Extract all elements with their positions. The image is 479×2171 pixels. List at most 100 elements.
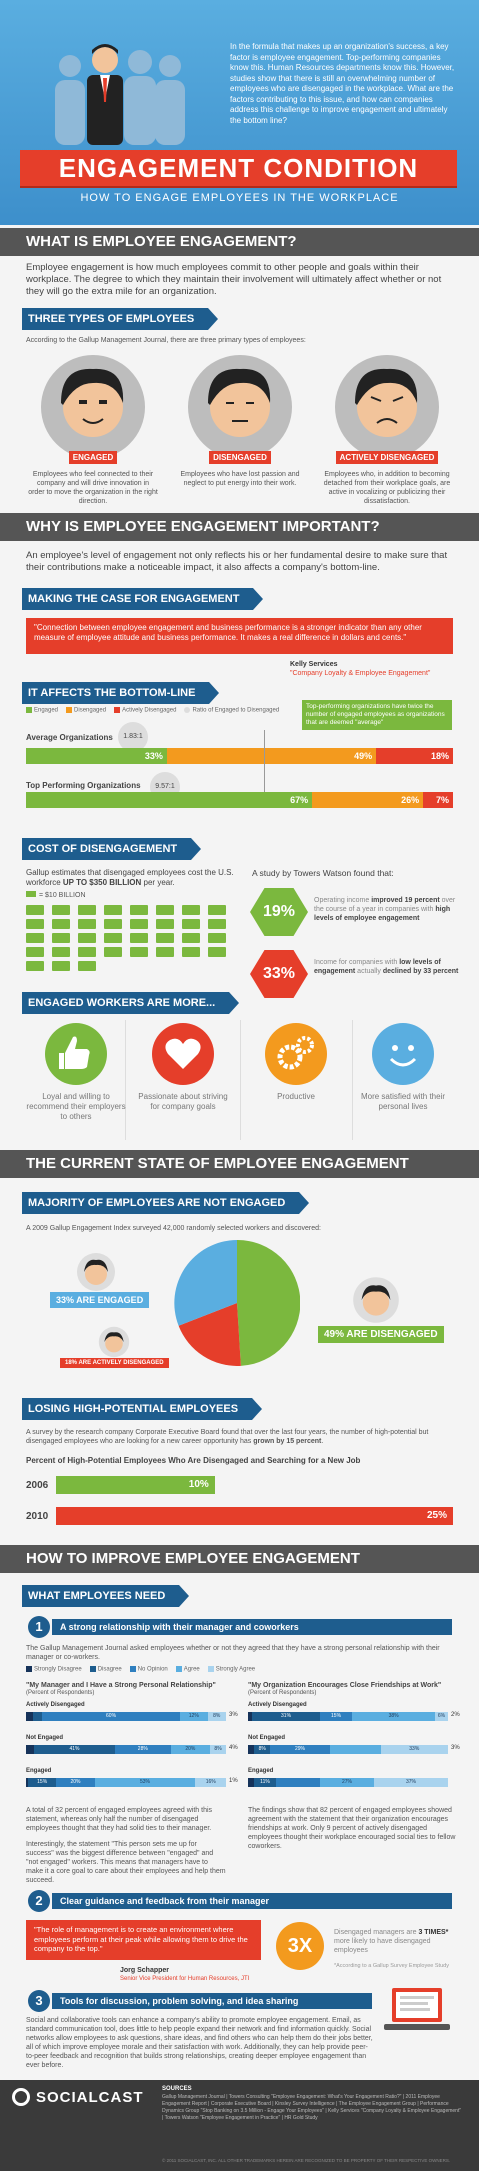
sources-title: SOURCES (162, 2086, 192, 2092)
money-icon (52, 947, 70, 957)
item3-body: Social and collaborative tools can enhan… (26, 2017, 373, 2069)
item2-number: 2 (28, 1890, 50, 1912)
money-icon (26, 933, 44, 943)
item1-number: 1 (28, 1616, 50, 1638)
stat-19-text: Operating income improved 19 percent ove… (314, 897, 456, 922)
divider (125, 1020, 126, 1140)
page-title: ENGAGEMENT CONDITION (20, 150, 457, 186)
money-icon (78, 933, 96, 943)
bar-disengaged: 49% (166, 748, 377, 764)
case-quote: "Connection between employee engagement … (34, 623, 422, 642)
money-icon (208, 947, 226, 957)
actively-disengaged-person-icon (98, 1326, 130, 1358)
stacked-segment: 60% (42, 1712, 180, 1721)
money-icon (26, 919, 44, 929)
why-body: An employee's level of engagement not on… (26, 550, 448, 573)
type-desc: Employees who, in addition to becoming d… (323, 471, 451, 505)
type-desc: Employees who feel connected to their co… (28, 471, 158, 505)
stacked-segment: 28% (115, 1745, 171, 1754)
people-silhouettes-icon (55, 44, 185, 145)
stacked-bar: 8% 29% 33% (248, 1745, 448, 1754)
stacked-segment: 41% (33, 1745, 116, 1754)
stacked-segment: 20% (170, 1745, 211, 1754)
need-heading: WHAT EMPLOYEES NEED (22, 1585, 190, 1607)
legend-agree: Agree (175, 1666, 200, 1673)
stacked-segment: 15% (27, 1778, 57, 1787)
bar-engaged: 33% (26, 748, 167, 764)
stacked-segment: 11% (254, 1778, 276, 1787)
stacked-segment: 33% (380, 1745, 448, 1754)
avg-ratio-bubble: 1.83:1 (118, 722, 148, 752)
page-subtitle: HOW TO ENGAGE EMPLOYEES IN THE WORKPLACE (80, 192, 399, 204)
stacked-segment (248, 1712, 253, 1721)
what-body: Employee engagement is how much employee… (26, 262, 442, 297)
actively-disengaged-face-icon (335, 355, 439, 459)
case-author: Kelly Services (290, 661, 338, 668)
money-icon (182, 905, 200, 915)
intro-text: In the formula that makes up an organiza… (230, 42, 455, 125)
type-actively-disengaged: ACTIVELY DISENGAGED Employees who, in ad… (322, 355, 452, 506)
stacked-bar: 31% 15% 38% 6% (248, 1712, 448, 1721)
cost-heading: COST OF DISENGAGEMENT (22, 838, 202, 860)
left-chart-sub: (Percent of Respondents) (26, 1690, 95, 1696)
stacked-segment: 6% (434, 1712, 448, 1721)
money-icon (208, 905, 226, 915)
money-icon (182, 947, 200, 957)
year-2006: 2006 (26, 1480, 49, 1491)
money-icon (130, 933, 148, 943)
stack-side-label: 1% (229, 1778, 238, 1784)
bottom-line-legend: Engaged Disengaged Actively Disengaged R… (26, 707, 279, 714)
case-heading: MAKING THE CASE FOR ENGAGEMENT (22, 588, 264, 610)
footer: SOCIALCAST SOURCES Gallup Management Jou… (0, 2080, 479, 2171)
stat-33-hex: 33% (250, 950, 308, 998)
section-improve-heading: HOW TO IMPROVE EMPLOYEE ENGAGEMENT (0, 1545, 479, 1573)
pie-label-disengaged: 49% ARE DISENGAGED (318, 1326, 444, 1343)
money-icon (78, 947, 96, 957)
stack-group-label: Engaged (248, 1768, 274, 1774)
pie-slice-engaged (174, 1240, 237, 1326)
left-chart-title: "My Manager and I Have a Strong Personal… (26, 1682, 216, 1689)
stacked-segment: 27% (320, 1778, 374, 1787)
money-icon (104, 933, 122, 943)
stacked-segment: 12% (180, 1712, 208, 1721)
more-satisfied: More satisfied with their personal lives (360, 1092, 446, 1111)
item2-stat-circle: 3X (276, 1922, 324, 1970)
money-icon (130, 919, 148, 929)
bottom-line-callout: Top-performing organizations have twice … (302, 700, 452, 730)
stacked-segment: 8% (210, 1745, 226, 1754)
hp-bar-2010: 25% (56, 1507, 453, 1525)
pie-label-engaged: 33% ARE ENGAGED (50, 1292, 150, 1308)
pie-slice-disengaged (237, 1240, 300, 1366)
type-tag: ACTIVELY DISENGAGED (335, 451, 439, 464)
section-state-heading: THE CURRENT STATE OF EMPLOYEE ENGAGEMENT (0, 1150, 479, 1178)
stacked-segment: 29% (270, 1745, 330, 1754)
type-tag: DISENGAGED (209, 451, 271, 464)
disengaged-person-icon (353, 1277, 399, 1323)
pie-label-actively-disengaged: 18% ARE ACTIVELY DISENGAGED (60, 1358, 169, 1368)
pie-slice-actively-disengaged (178, 1303, 241, 1366)
item2-stat-text: Disengaged managers are 3 TIMES* more li… (334, 1929, 449, 1954)
bottom-line-heading: IT AFFECTS THE BOTTOM-LINE (22, 682, 220, 704)
avg-org-label: Average Organizations (26, 733, 113, 742)
year-2010: 2010 (26, 1511, 49, 1522)
stacked-segment (26, 1778, 28, 1787)
money-icon (130, 905, 148, 915)
money-icon (26, 905, 44, 915)
money-icon (104, 947, 122, 957)
legend-disengaged: Disengaged (66, 707, 106, 714)
item1-body: The Gallup Management Journal asked empl… (26, 1645, 440, 1661)
right-text: The findings show that 82 percent of eng… (248, 1807, 456, 1850)
stack-group-label: Not Engaged (26, 1735, 63, 1741)
socialcast-logo-icon (12, 2088, 30, 2106)
top-org-bar: 67% 26% 7% (26, 792, 453, 808)
case-quote-box: "Connection between employee engagement … (26, 618, 453, 654)
money-grid (26, 905, 236, 971)
money-icon (156, 919, 174, 929)
legend-ratio: Ratio of Engaged to Disengaged (184, 707, 279, 714)
legend-strongly-agree: Strongly Agree (207, 1666, 255, 1673)
legend-engaged: Engaged (26, 707, 58, 714)
stacked-segment: 20% (56, 1778, 95, 1787)
money-icon (156, 933, 174, 943)
stacked-segment: 8% (207, 1712, 226, 1721)
